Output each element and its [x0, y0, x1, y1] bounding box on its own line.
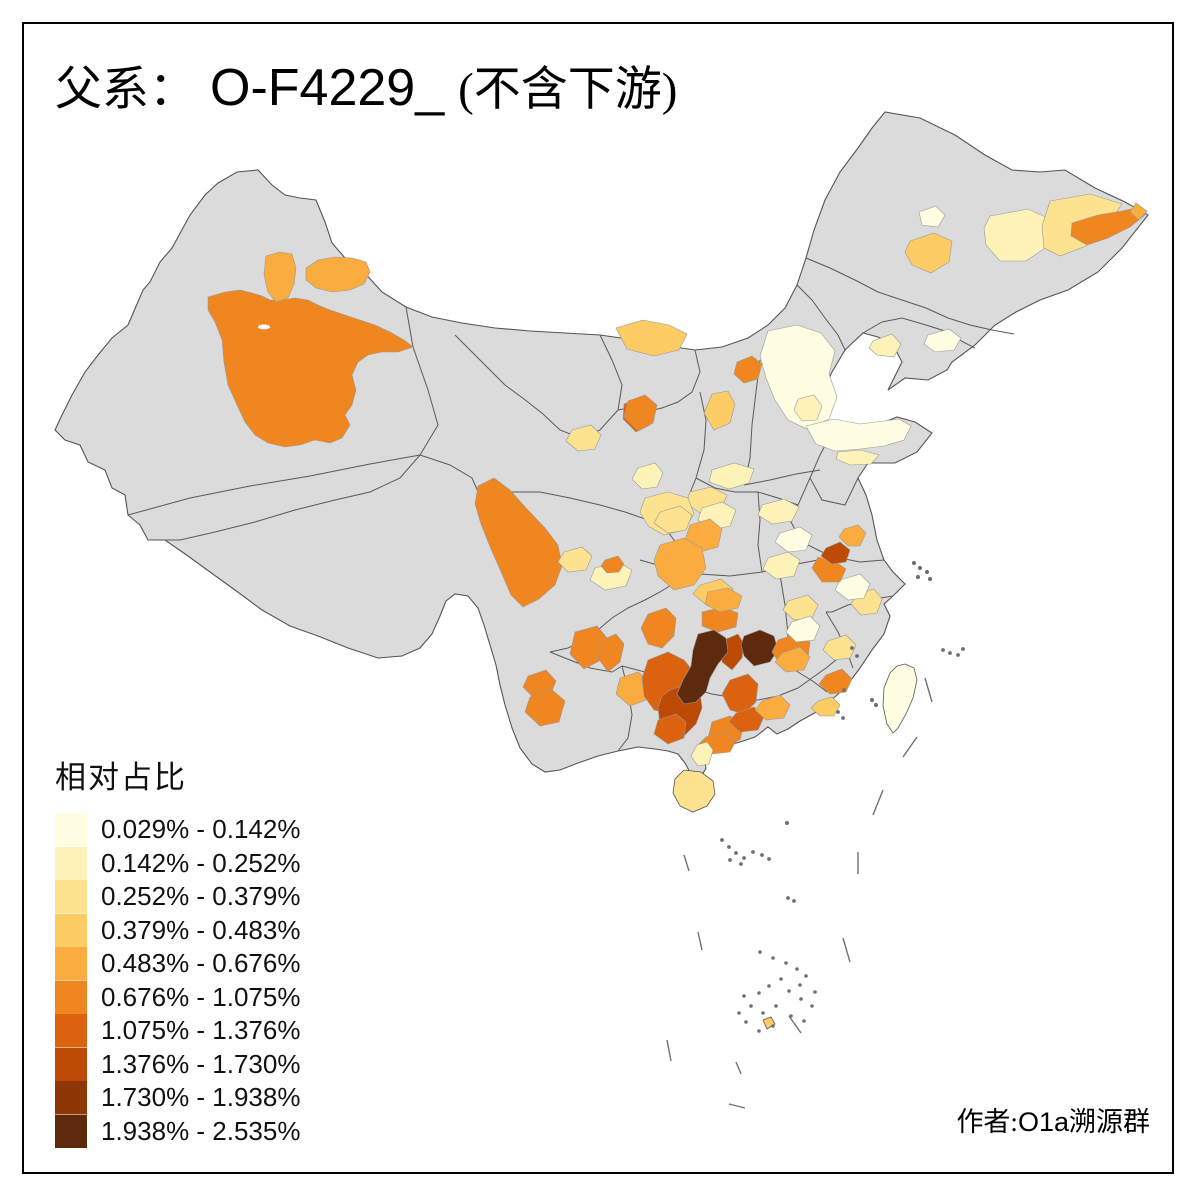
region-qingyuan: [728, 706, 765, 733]
region-heilongjiang-west-pale: [983, 208, 1051, 262]
legend-row: 0.483% - 0.676%: [55, 947, 300, 981]
region-yunnan-west: [524, 688, 566, 727]
region-gansu-tianshui: [565, 424, 602, 452]
region-heilongjiang-east-tip: [1129, 202, 1148, 221]
choropleth-regions: [207, 193, 1148, 767]
title-zh-prefix: 父系：: [55, 64, 196, 116]
region-xinjiang-bayingolin: [207, 289, 414, 448]
attribution-latin: O1a: [1017, 1107, 1069, 1137]
legend-swatch-icon: [55, 880, 87, 914]
islands: [672, 663, 918, 1030]
legend-row: 1.730% - 1.938%: [55, 1081, 300, 1115]
region-anhui-north: [757, 498, 800, 525]
legend-swatch-icon: [55, 980, 87, 1014]
legend-row: 0.379% - 0.483%: [55, 913, 301, 947]
region-taiwan-island: [882, 663, 918, 734]
legend-row: 0.676% - 1.075%: [55, 980, 301, 1014]
attribution-zh-suffix: 溯源群: [1069, 1107, 1150, 1137]
region-xiamen: [810, 696, 841, 717]
legend-swatch-icon: [55, 1081, 87, 1115]
region-nantong: [838, 524, 867, 547]
region-qiqihar: [904, 232, 953, 274]
region-shandong-south: [835, 449, 880, 466]
region-shaoguan: [754, 694, 791, 721]
region-shandong-north: [805, 418, 912, 452]
xinjiang-lake: [258, 324, 270, 330]
region-sichuan-east: [653, 505, 693, 534]
legend-label: 0.483% - 0.676%: [101, 948, 301, 979]
sea-marks: [666, 560, 965, 1109]
region-shaanxi-yanan: [623, 394, 658, 432]
title-haplogroup: O-F4229_: [210, 59, 445, 117]
legend-row: 1.938% - 2.535%: [55, 1114, 301, 1148]
title-zh-suffix: (不含下游): [458, 64, 678, 116]
legend-title: 相对占比: [55, 760, 187, 795]
legend-label: 0.029% - 0.142%: [101, 814, 301, 845]
legend-row: 0.142% - 0.252%: [55, 846, 301, 880]
legend-row: 1.376% - 1.730%: [55, 1047, 301, 1081]
legend-label: 1.730% - 1.938%: [101, 1082, 301, 1113]
region-changzhou-dark: [820, 541, 851, 565]
legend-swatch-icon: [55, 947, 87, 981]
region-zhangjiakou: [733, 355, 763, 384]
legend-swatch-icon: [55, 1014, 87, 1048]
legend-label: 1.938% - 2.535%: [101, 1115, 301, 1146]
region-sichuan-ganzi-aba: [474, 477, 563, 608]
legend-row: 0.029% - 0.142%: [55, 813, 300, 847]
attribution-zh-prefix: 作者:: [956, 1107, 1018, 1137]
region-loudi: [704, 587, 743, 613]
mainland-outline: [54, 111, 1149, 780]
region-jiamusi: [1070, 206, 1146, 246]
legend-swatch-icon: [55, 1047, 87, 1081]
region-sichuan-mianyang: [557, 546, 593, 573]
region-guizhou-south: [615, 671, 651, 707]
region-shaoxing: [834, 573, 871, 601]
region-yunnan-east: [597, 633, 625, 673]
legend-swatch-icon: [55, 813, 87, 847]
page-title: 父系： O-F4229_ (不含下游): [55, 59, 678, 117]
legend-label: 0.142% - 0.252%: [101, 847, 301, 878]
legend-row: 1.075% - 1.376%: [55, 1014, 300, 1048]
region-quanzhou: [818, 668, 853, 695]
region-anshun: [640, 607, 677, 649]
region-jiangxi-mid: [785, 615, 821, 643]
region-xinjiang-bortala: [263, 251, 297, 303]
legend-swatch-icon: [55, 913, 87, 947]
region-nanning: [653, 713, 687, 745]
region-qiandongnan-dark: [676, 629, 729, 705]
legend: 相对占比 0.029% - 0.142% 0.142% - 0.252% 0.2…: [55, 752, 300, 1148]
region-chengdu-city: [600, 555, 625, 574]
legend-swatch-icon: [55, 846, 87, 880]
region-leizhou-pale: [690, 741, 714, 767]
legend-label: 0.676% - 1.075%: [101, 981, 301, 1012]
region-scs-island: [762, 1016, 776, 1030]
region-shanxi-center: [703, 390, 736, 431]
region-liaoning-east: [868, 333, 902, 358]
legend-label: 1.376% - 1.730%: [101, 1048, 301, 1079]
legend-label: 0.252% - 0.379%: [101, 881, 301, 912]
legend-rows: 0.029% - 0.142% 0.142% - 0.252% 0.252% -…: [55, 813, 300, 1148]
region-xinjiang-changji: [305, 256, 371, 293]
region-hainan-island: [672, 769, 716, 813]
region-inner-mongolia-baotou: [615, 319, 688, 357]
region-shaanxi-hanzhong: [631, 462, 664, 490]
legend-label: 0.379% - 0.483%: [101, 914, 301, 945]
legend-row: 0.252% - 0.379%: [55, 880, 300, 914]
region-heilongjiang-north-small: [918, 205, 946, 228]
region-guilin: [721, 673, 759, 715]
region-jilin-yanbian: [923, 328, 962, 353]
attribution: 作者:O1a溯源群: [956, 1100, 1150, 1139]
region-hebei-south: [793, 394, 823, 422]
region-chongqing-east: [653, 537, 707, 591]
region-hefei-pale: [774, 526, 813, 553]
legend-swatch-icon: [55, 1114, 87, 1148]
region-nanping: [822, 634, 857, 661]
region-ganzhou: [774, 646, 811, 673]
legend-label: 1.075% - 1.376%: [101, 1015, 301, 1046]
region-henan-north: [708, 462, 755, 490]
region-shaoyang-dark: [740, 629, 779, 667]
